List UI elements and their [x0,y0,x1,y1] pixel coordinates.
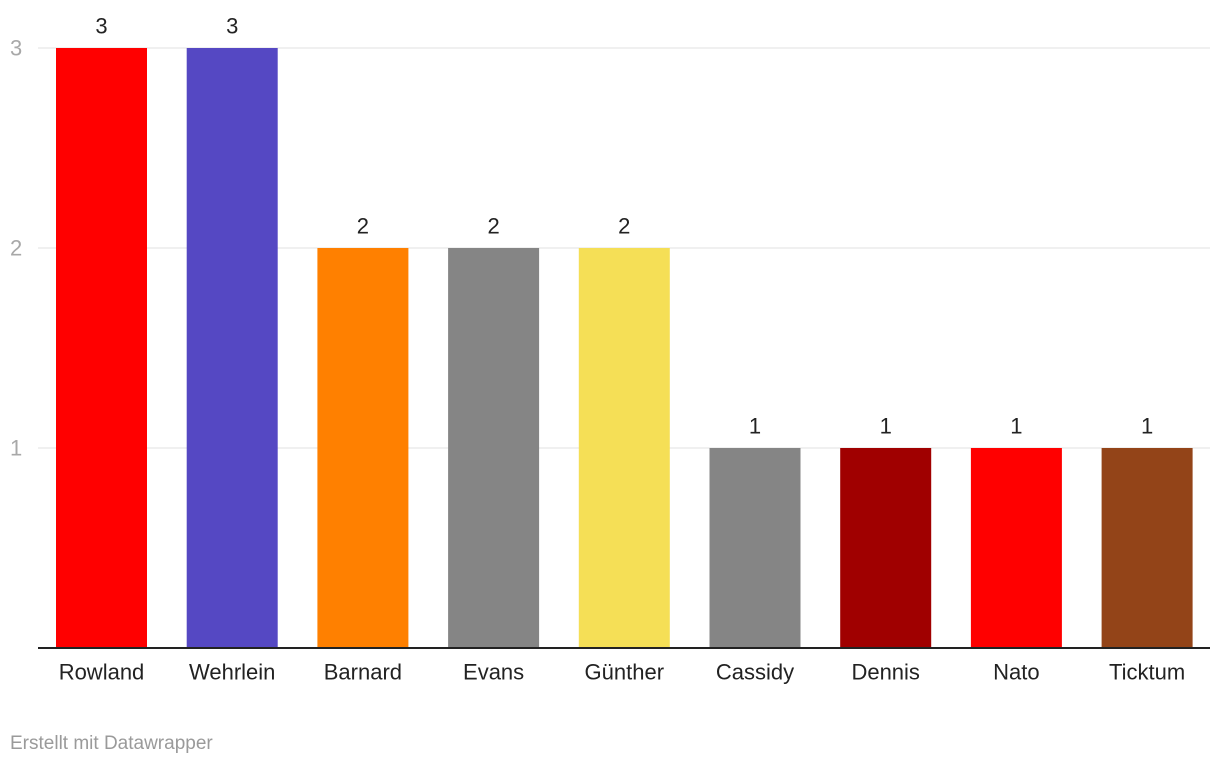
y-tick-label: 1 [10,436,22,461]
bar-value-label: 1 [749,414,761,439]
bar-value-label: 1 [880,414,892,439]
bar-value-label: 3 [226,14,238,39]
bar [186,48,278,648]
bar [970,448,1062,648]
bar-value-label: 3 [95,14,107,39]
bar [1101,448,1193,648]
bar-chart: 1 2 3 3 3 2 2 2 1 1 1 1 Rowland Wehrlein Barnard Evan… [10,14,1210,685]
bar [448,248,540,648]
x-category-label: Barnard [324,660,402,685]
y-tick-label: 3 [10,36,22,61]
bar [317,248,409,648]
y-axis-ticks: 1 2 3 [10,36,22,461]
bar [840,448,932,648]
bar-value-label: 2 [618,214,630,239]
category-labels: Rowland Wehrlein Barnard Evans Günther Cassid… [59,660,1185,685]
bar-value-label: 2 [357,214,369,239]
bar-value-label: 2 [487,214,499,239]
x-category-label: Cassidy [716,660,794,685]
y-tick-label: 2 [10,236,22,261]
x-category-label: Evans [463,660,524,685]
x-category-label: Nato [993,660,1039,685]
x-category-label: Wehrlein [189,660,275,685]
x-category-label: Günther [585,660,665,685]
x-category-label: Rowland [59,660,145,685]
bar-value-label: 1 [1010,414,1022,439]
bar [578,248,670,648]
bar [56,48,147,648]
bar-value-label: 1 [1141,414,1153,439]
credit-text: Erstellt mit Datawrapper [10,733,213,754]
value-labels: 3 3 2 2 2 1 1 1 1 [95,14,1153,439]
bars [56,48,1193,648]
x-category-label: Dennis [851,660,919,685]
bar [709,448,801,648]
x-category-label: Ticktum [1109,660,1185,685]
